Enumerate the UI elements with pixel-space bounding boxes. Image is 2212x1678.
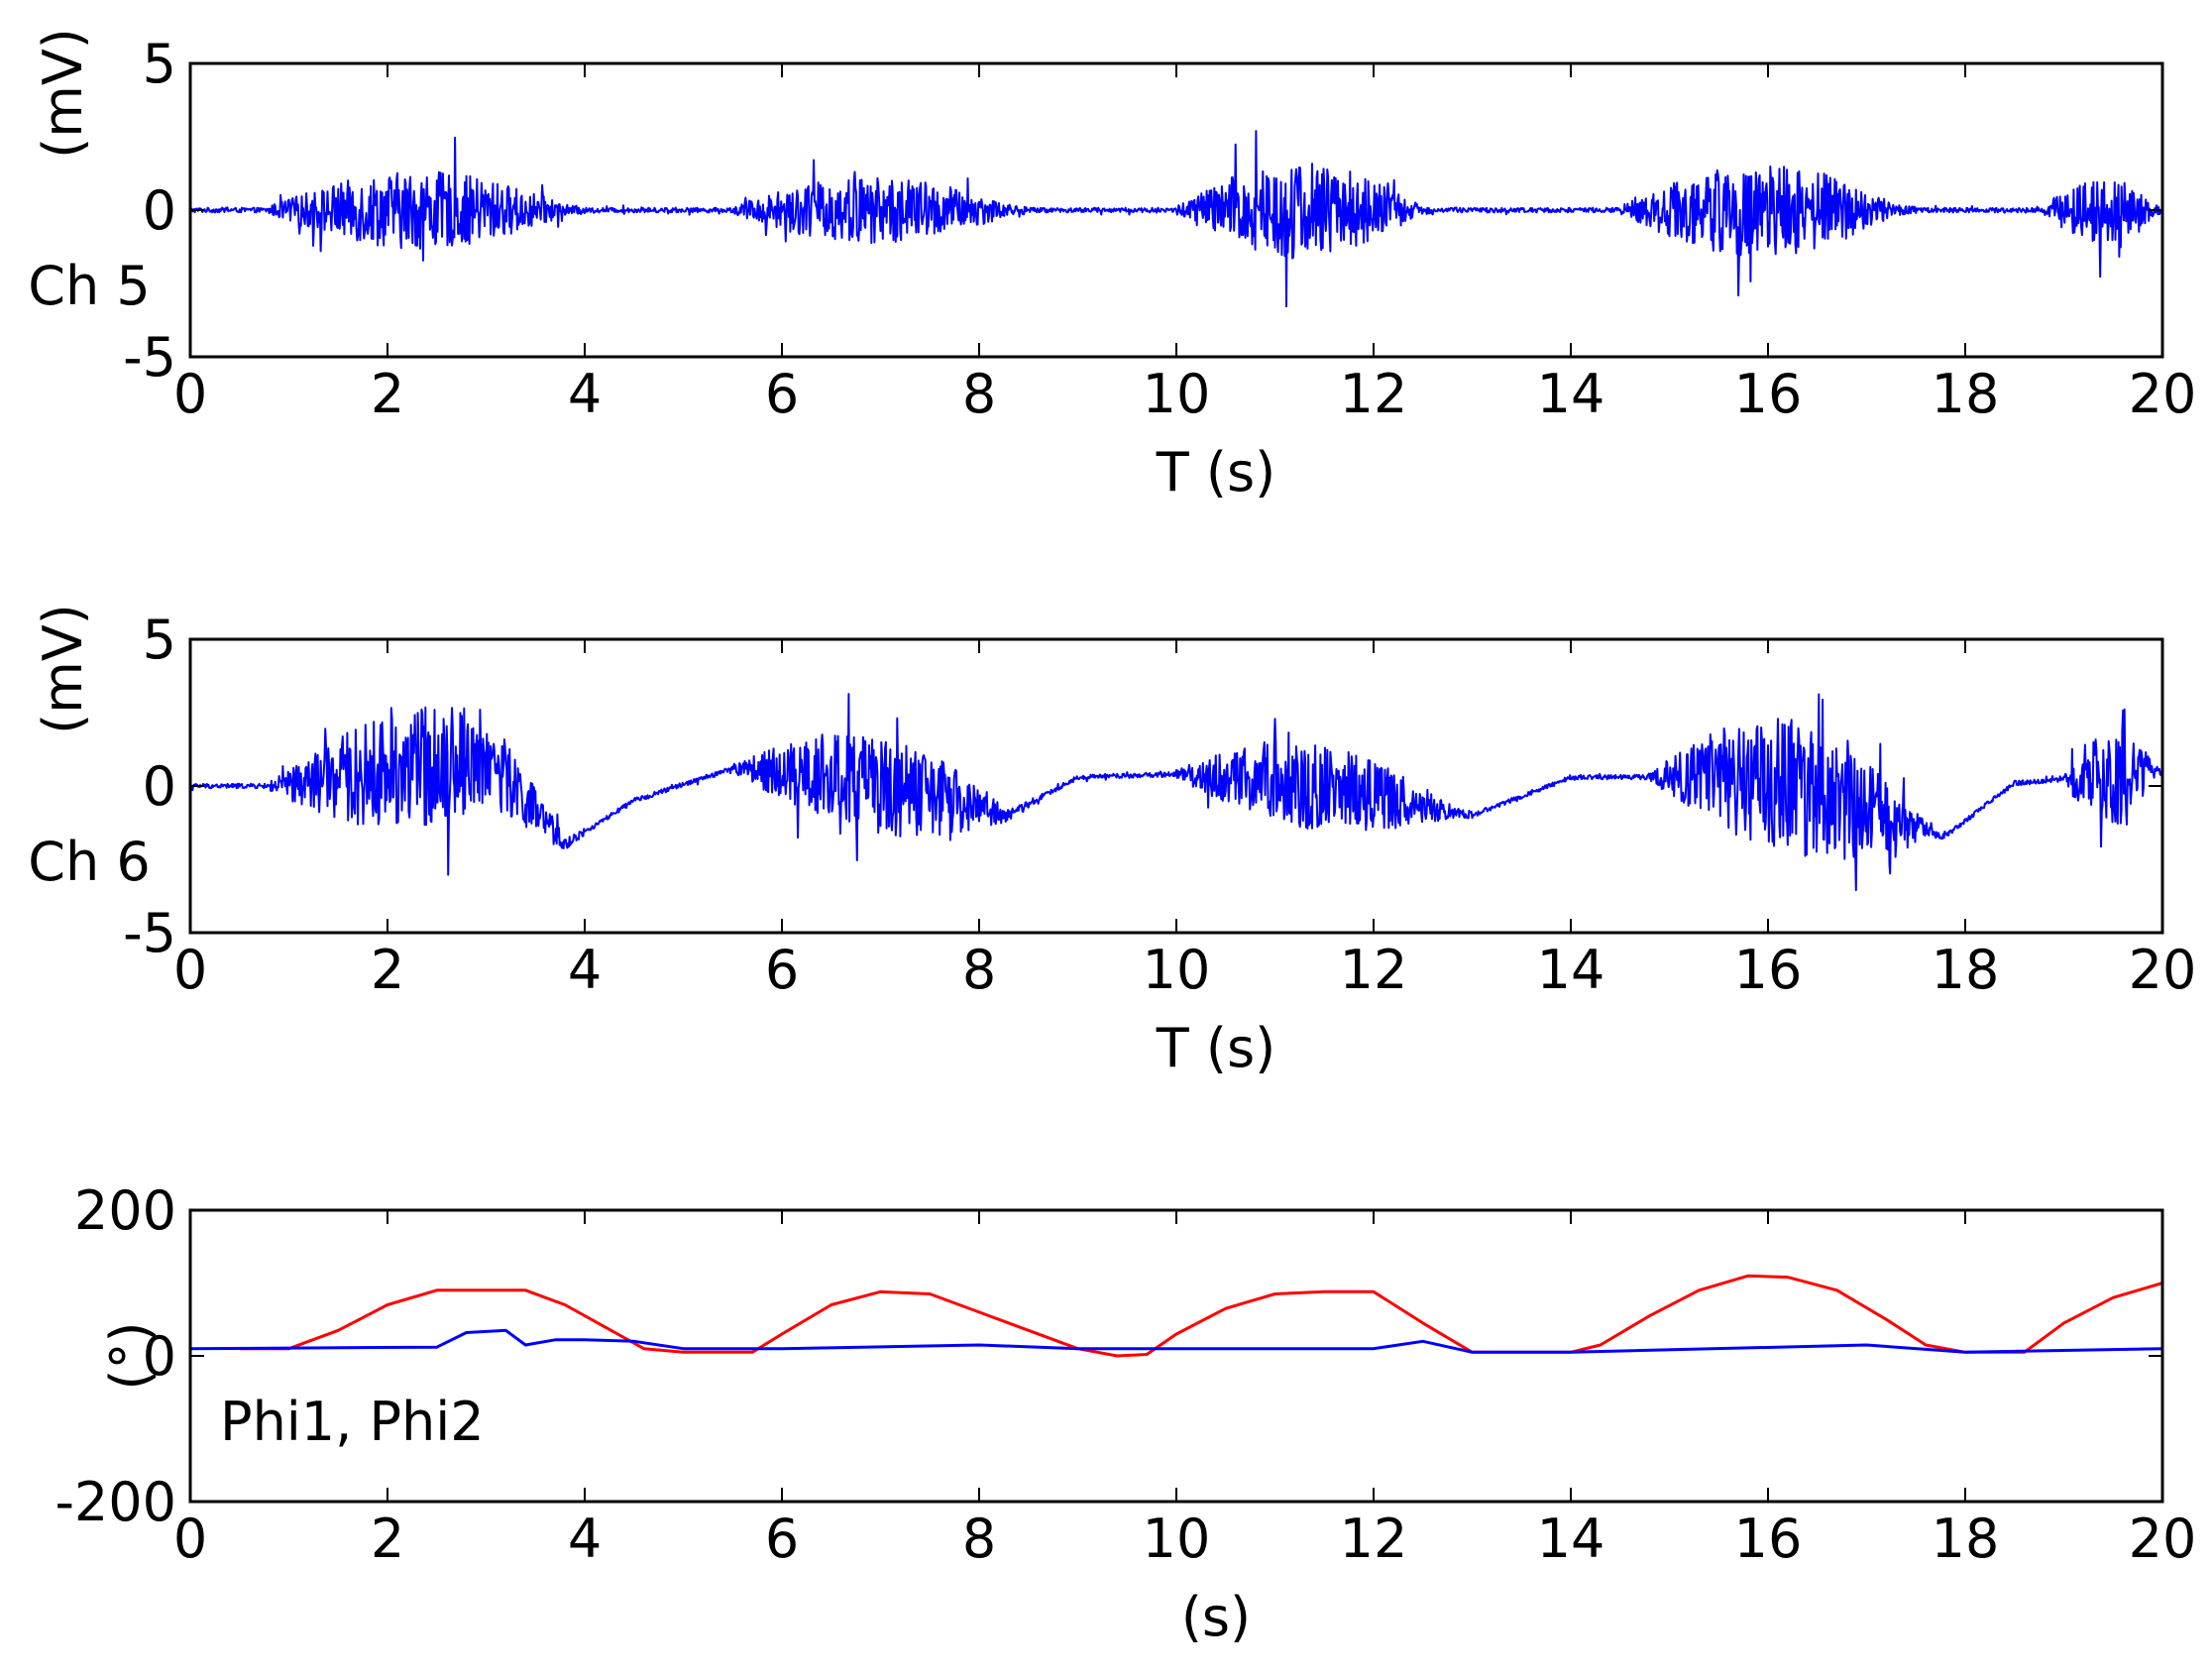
channel-label-ch5: Ch 5 bbox=[28, 255, 150, 317]
x-tick-label: 10 bbox=[1143, 1508, 1211, 1570]
series-line-1 bbox=[239, 1274, 2163, 1358]
x-tick-label: 16 bbox=[1734, 363, 1803, 425]
x-tick-label: 8 bbox=[962, 1508, 996, 1570]
x-tick-label: 16 bbox=[1734, 1508, 1803, 1570]
x-tick-label: 0 bbox=[173, 1508, 207, 1570]
x-tick-label: 8 bbox=[962, 363, 996, 425]
y-tick-label: 0 bbox=[143, 179, 176, 242]
series-line-2 bbox=[189, 1328, 2163, 1354]
plot-area-ch5 bbox=[189, 130, 2163, 308]
chart-panel-ch6: 0 2 4 6 8 10 12 14 16 18 20-505 (mV) Ch 6 T (s) bbox=[28, 604, 2196, 1079]
x-tick-label: 14 bbox=[1537, 939, 1605, 1001]
x-tick-label: 12 bbox=[1340, 1508, 1408, 1570]
x-tick-label: 20 bbox=[2129, 1508, 2197, 1570]
y-tick-label: -5 bbox=[123, 326, 176, 389]
x-tick-label: 18 bbox=[1932, 363, 2000, 425]
series-label-phi: Phi1, Phi2 bbox=[220, 1391, 485, 1453]
ticks-ch6: 0 2 4 6 8 10 12 14 16 18 20-505 bbox=[123, 609, 2196, 1001]
series-line-1 bbox=[189, 693, 2163, 892]
x-tick-label: 20 bbox=[2129, 939, 2197, 1001]
x-tick-label: 2 bbox=[371, 1508, 404, 1570]
x-tick-label: 4 bbox=[568, 363, 602, 425]
x-tick-label: 16 bbox=[1734, 939, 1803, 1001]
x-tick-label: 14 bbox=[1537, 1508, 1605, 1570]
x-tick-label: 10 bbox=[1143, 363, 1211, 425]
chart-panel-ch5: 0 2 4 6 8 10 12 14 16 18 20-505 (mV) Ch 5 T (s) bbox=[28, 28, 2196, 503]
y-tick-label: -200 bbox=[55, 1471, 176, 1533]
x-tick-label: 6 bbox=[765, 1508, 799, 1570]
plot-area-phi bbox=[189, 1274, 2163, 1358]
x-tick-label: 20 bbox=[2129, 363, 2197, 425]
x-tick-label: 2 bbox=[371, 363, 404, 425]
x-tick-label: 6 bbox=[765, 939, 799, 1001]
x-tick-label: 18 bbox=[1932, 1508, 2000, 1570]
x-tick-label: 10 bbox=[1143, 939, 1211, 1001]
ticks-ch5: 0 2 4 6 8 10 12 14 16 18 20-505 bbox=[123, 33, 2196, 425]
x-tick-label: 2 bbox=[371, 939, 404, 1001]
series-line-1 bbox=[189, 130, 2163, 308]
y-axis-label-ch6: (mV) bbox=[32, 604, 94, 734]
y-tick-label: 0 bbox=[143, 1325, 176, 1388]
x-tick-label: 14 bbox=[1537, 363, 1605, 425]
plot-area-ch6 bbox=[189, 693, 2163, 892]
x-tick-label: 6 bbox=[765, 363, 799, 425]
y-tick-label: 0 bbox=[143, 755, 176, 818]
y-axis-label-phi: (°) bbox=[99, 1321, 162, 1390]
x-tick-label: 12 bbox=[1340, 363, 1408, 425]
x-axis-label-phi: (s) bbox=[1181, 1586, 1251, 1648]
x-axis-label-ch6: T (s) bbox=[1156, 1017, 1275, 1079]
x-tick-label: 12 bbox=[1340, 939, 1408, 1001]
y-tick-label: 200 bbox=[74, 1179, 176, 1242]
y-tick-label: 5 bbox=[143, 609, 176, 671]
y-axis-label-ch5: (mV) bbox=[32, 28, 94, 159]
y-tick-label: -5 bbox=[123, 902, 176, 964]
y-tick-label: 5 bbox=[143, 33, 176, 95]
x-tick-label: 4 bbox=[568, 939, 602, 1001]
x-tick-label: 4 bbox=[568, 1508, 602, 1570]
x-axis-label-ch5: T (s) bbox=[1156, 441, 1275, 503]
x-tick-label: 18 bbox=[1932, 939, 2000, 1001]
x-tick-label: 0 bbox=[173, 939, 207, 1001]
channel-label-ch6: Ch 6 bbox=[28, 831, 150, 893]
x-tick-label: 8 bbox=[962, 939, 996, 1001]
x-tick-label: 0 bbox=[173, 363, 207, 425]
